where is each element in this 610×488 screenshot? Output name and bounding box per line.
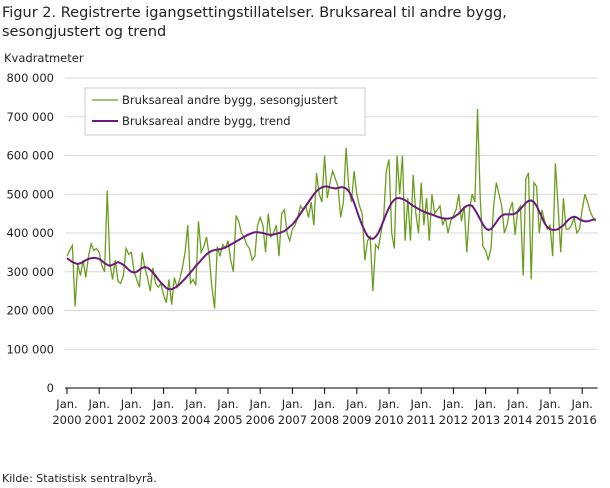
x-tick-label: Jan. 2013 <box>471 397 500 427</box>
series-line <box>66 185 596 291</box>
chart-title: Figur 2. Registrerte igangsettingstillat… <box>2 5 507 40</box>
source: Kilde: Statistisk sentralbyrå. <box>2 472 157 485</box>
x-tick-label: Jan. 2004 <box>181 397 210 427</box>
legend-label: Bruksareal andre bygg, trend <box>122 114 291 128</box>
x-tick-label: Jan. 2006 <box>246 397 275 427</box>
y-tick-label: 0 <box>47 381 54 395</box>
x-tick-label: Jan. 2003 <box>149 397 178 427</box>
x-tick-label: Jan. 2000 <box>52 397 81 427</box>
x-tick-label: Jan. 2016 <box>568 397 597 427</box>
x-tick-label: Jan. 2015 <box>535 397 564 427</box>
y-tick-label: 800 000 <box>6 71 54 85</box>
x-tick-label: Jan. 2005 <box>213 397 242 427</box>
x-tick-label: Jan. 2007 <box>278 397 307 427</box>
y-tick-label: 200 000 <box>6 304 54 318</box>
x-tick-label: Jan. 2008 <box>310 397 339 427</box>
x-tick-label: Jan. 2011 <box>407 397 436 427</box>
x-tick-label: Jan. 2001 <box>85 397 114 427</box>
y-tick-label: 100 000 <box>6 342 54 356</box>
y-axis-label: Kvadratmeter <box>4 51 84 65</box>
y-tick-label: 500 000 <box>6 187 54 201</box>
x-tick-label: Jan. 2010 <box>374 397 403 427</box>
x-tick-label: Jan. 2012 <box>439 397 468 427</box>
y-tick-label: 400 000 <box>6 226 54 240</box>
y-tick-label: 600 000 <box>6 149 54 163</box>
chart: Kvadratmeter 0 100 000 200 000 300 000 400 0… <box>4 51 598 427</box>
x-tick-label: Jan. 2002 <box>117 397 146 427</box>
x-tick-label: Jan. 2009 <box>342 397 371 427</box>
series-line <box>66 108 597 309</box>
legend-box <box>84 87 366 136</box>
y-tick-label: 700 000 <box>6 110 54 124</box>
x-tick-label: Jan. 2014 <box>503 397 532 427</box>
y-tick-label: 300 000 <box>6 265 54 279</box>
legend-label: Bruksareal andre bygg, sesongjustert <box>122 93 338 107</box>
